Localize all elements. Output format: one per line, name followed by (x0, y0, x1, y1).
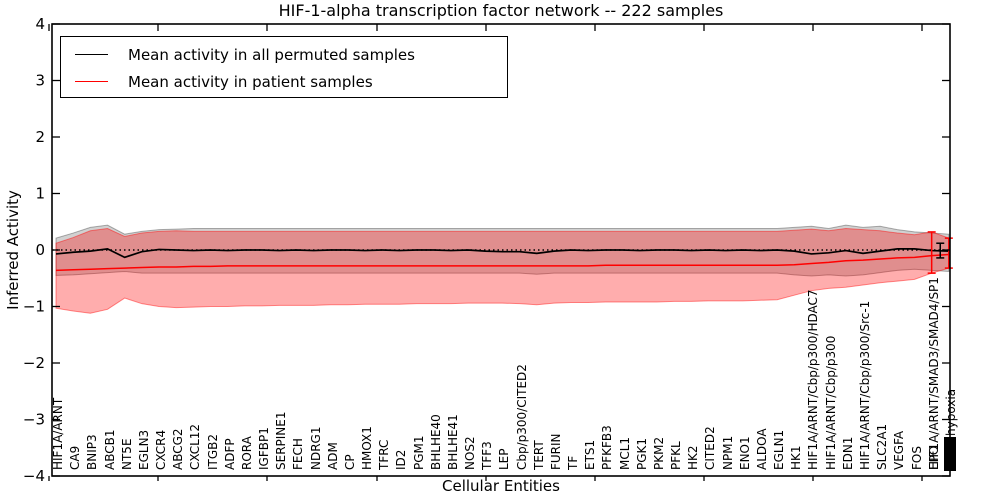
x-entity-label: CP (342, 454, 357, 470)
x-entity-label: HIF1A/ARNT/Cbp/p300/Src-1 (857, 300, 872, 470)
x-entity-label: EGLN3 (136, 429, 151, 470)
x-entity-label: FECH (291, 438, 306, 470)
x-entity-label: ITGB2 (205, 433, 220, 470)
legend-label-patient: Mean activity in patient samples (128, 72, 373, 91)
patient-line-swatch (75, 81, 108, 82)
legend-label-permuted: Mean activity in all permuted samples (128, 45, 415, 64)
x-entity-label: TFF3 (480, 441, 495, 470)
y-tick-label: −3 (23, 411, 45, 429)
x-entity-label: TFRC (377, 439, 392, 470)
x-entity-label: CXCR4 (154, 429, 169, 470)
x-entity-label: MCL1 (617, 436, 632, 470)
x-entity-label: BNIP3 (85, 434, 100, 470)
x-entity-label: PGM1 (411, 435, 426, 470)
x-entity-label: BHLHE40 (428, 414, 443, 470)
x-entity-label: BHLHE41 (445, 414, 460, 470)
x-entity-label: Cbp/p300/CITED2 (514, 364, 529, 470)
x-entity-label: CA9 (68, 445, 83, 470)
x-entity-label: SLC2A1 (875, 423, 890, 470)
x-entity-label: PFKL (669, 441, 684, 470)
y-tick-label: 1 (35, 185, 45, 203)
y-tick-label: 0 (35, 241, 45, 259)
x-axis-label: Cellular Entities (442, 477, 560, 495)
patient-mean-line (55, 253, 949, 272)
x-entity-label: RORA (239, 436, 254, 470)
permuted-mean-line (55, 247, 949, 259)
legend-row-permuted: Mean activity in all permuted samples (75, 41, 507, 68)
x-entity-label: EGLN1 (772, 429, 787, 470)
x-entity-label: HIF1A/ARNT/Cbp/p300 (823, 335, 838, 470)
x-entity-label: PGK1 (634, 437, 649, 470)
x-entity-label: HMOX1 (360, 426, 375, 470)
y-tick-label: −2 (23, 354, 45, 372)
x-entity-label: SERPINE1 (274, 411, 289, 470)
x-entity-label: ALDOA (754, 428, 769, 470)
x-entity-label: CITED2 (703, 426, 718, 470)
x-entity-label: IGFBP1 (257, 427, 272, 470)
x-entity-label: PFKFB3 (600, 425, 615, 470)
x-entity-label: PKM2 (651, 436, 666, 470)
legend-row-patient: Mean activity in patient samples (75, 68, 507, 95)
x-entity-label: HIF1A/ARNT/Cbp/p300/HDAC7 (806, 289, 821, 470)
x-entity-label: EDN1 (840, 436, 855, 470)
x-entity-label: ETS1 (583, 439, 598, 470)
x-entity-label: FOS (909, 446, 924, 470)
x-entity-label: ABCB1 (102, 429, 117, 470)
overlapping-labels-blob (943, 437, 956, 471)
x-entity-label: FURIN (548, 433, 563, 470)
x-entity-label: ABCG2 (171, 428, 186, 470)
y-tick-label: 3 (35, 72, 45, 90)
x-entity-label: ADFP (222, 438, 237, 470)
x-entity-label: NT5E (119, 438, 134, 470)
x-entity-label: TERT (531, 440, 546, 470)
x-entity-label: HK1 (789, 445, 804, 470)
x-entity-label: NOS2 (463, 436, 478, 470)
x-entity-label: CXCL12 (188, 423, 203, 470)
legend-box: Mean activity in all permuted samples Me… (60, 36, 508, 98)
x-entity-label: HK2 (686, 445, 701, 470)
x-entity-label: LEP (497, 448, 512, 470)
permuted-line-swatch (75, 54, 108, 55)
y-axis-label: Inferred Activity (4, 190, 22, 310)
y-tick-label: −4 (23, 467, 45, 485)
x-entity-label: ADM (325, 442, 340, 470)
x-entity-label: ENO1 (737, 436, 752, 470)
x-entity-label: NDRG1 (308, 426, 323, 471)
x-entity-label: HIF1A/ARNT/SMAD3/SMAD4/SP1 (926, 277, 941, 470)
x-entity-label: hypoxia (943, 388, 958, 436)
y-tick-label: −1 (23, 298, 45, 316)
y-tick-label: 2 (35, 128, 45, 146)
x-entity-label: TF (566, 455, 581, 470)
x-entity-label: HIF1A/ARNT (51, 397, 65, 470)
x-entity-label: VEGFA (892, 430, 907, 470)
x-entity-label: ID2 (394, 449, 409, 470)
x-entity-label: NPM1 (720, 435, 735, 470)
chart-title: HIF-1-alpha transcription factor network… (278, 1, 724, 20)
y-tick-label: 4 (35, 15, 45, 33)
